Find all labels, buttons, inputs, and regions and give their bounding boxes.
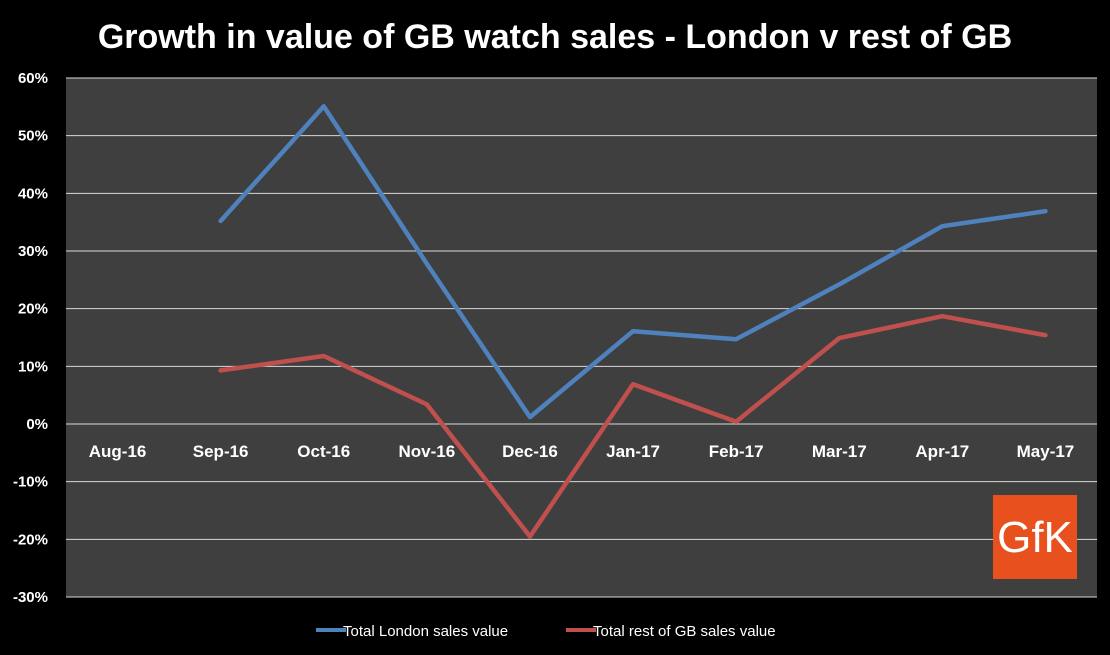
y-tick-label: 50% xyxy=(18,128,48,145)
y-tick-label: 60% xyxy=(18,70,48,87)
y-tick-label: -10% xyxy=(13,474,48,491)
x-tick-label: Sep-16 xyxy=(193,442,249,461)
y-tick-label: 30% xyxy=(18,243,48,260)
series-line-rest-of-gb xyxy=(218,313,1048,539)
series-lines xyxy=(218,104,1048,539)
x-tick-label: Aug-16 xyxy=(89,442,147,461)
plot-area xyxy=(66,78,1097,597)
x-tick-label: Jan-17 xyxy=(606,442,660,461)
legend: Total London sales value Total rest of G… xyxy=(316,623,776,640)
legend-label-london: Total London sales value xyxy=(343,623,508,640)
y-tick-label: 20% xyxy=(18,301,48,318)
y-tick-label: 10% xyxy=(18,358,48,375)
x-axis-ticks: Aug-16 Sep-16 Oct-16 Nov-16 Dec-16 Jan-17 Feb-… xyxy=(89,442,1075,461)
gfk-logo: GfK xyxy=(993,495,1077,579)
x-tick-label: Apr-17 xyxy=(915,442,969,461)
x-tick-label: Dec-16 xyxy=(502,442,558,461)
legend-label-rest-of-gb: Total rest of GB sales value xyxy=(593,623,776,640)
gridlines xyxy=(66,77,1097,598)
x-tick-label: Oct-16 xyxy=(297,442,350,461)
chart-title: Growth in value of GB watch sales - Lond… xyxy=(98,18,1012,56)
y-tick-label: 40% xyxy=(18,185,48,202)
y-tick-label: -20% xyxy=(13,531,48,548)
x-tick-label: Nov-16 xyxy=(399,442,456,461)
gfk-logo-text: GfK xyxy=(997,513,1073,562)
gfk-logo-background xyxy=(993,495,1077,579)
x-tick-label: Feb-17 xyxy=(709,442,764,461)
y-tick-label: -30% xyxy=(13,589,48,606)
series-line-london xyxy=(218,104,1048,420)
y-tick-label: 0% xyxy=(26,416,48,433)
y-axis-ticks: -30% -20% -10% 0% 10% 20% 30% 40% 50% 60% xyxy=(13,70,48,606)
x-tick-label: Mar-17 xyxy=(812,442,867,461)
x-tick-label: May-17 xyxy=(1017,442,1075,461)
